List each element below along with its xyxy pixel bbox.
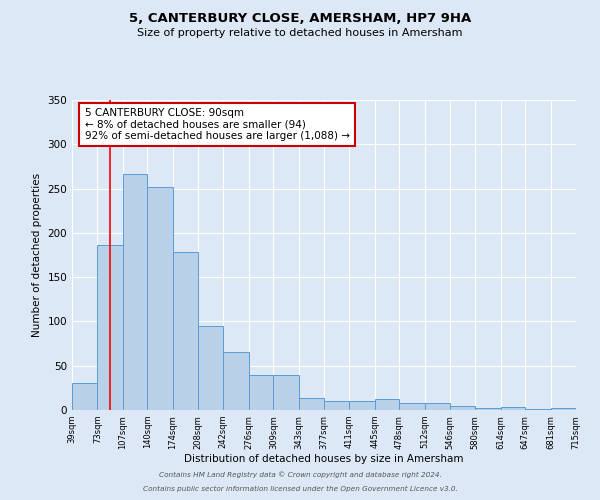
Bar [500, 408, 526, 410]
Bar [374, 400, 400, 410]
Text: Contains HM Land Registry data © Crown copyright and database right 2024.: Contains HM Land Registry data © Crown c… [158, 471, 442, 478]
Bar [450, 406, 475, 410]
Bar [198, 326, 223, 410]
Y-axis label: Number of detached properties: Number of detached properties [32, 173, 42, 337]
Bar [349, 401, 374, 410]
Bar [97, 246, 122, 410]
Bar [526, 409, 551, 410]
Bar [551, 408, 576, 410]
Bar [122, 174, 148, 410]
Bar [475, 408, 500, 410]
Bar [148, 187, 173, 410]
Text: 5 CANTERBURY CLOSE: 90sqm
← 8% of detached houses are smaller (94)
92% of semi-d: 5 CANTERBURY CLOSE: 90sqm ← 8% of detach… [85, 108, 350, 141]
Bar [173, 252, 198, 410]
X-axis label: Distribution of detached houses by size in Amersham: Distribution of detached houses by size … [184, 454, 464, 464]
Text: Size of property relative to detached houses in Amersham: Size of property relative to detached ho… [137, 28, 463, 38]
Bar [425, 403, 450, 410]
Bar [72, 384, 97, 410]
Bar [400, 403, 425, 410]
Text: Contains public sector information licensed under the Open Government Licence v3: Contains public sector information licen… [143, 486, 457, 492]
Bar [274, 376, 299, 410]
Bar [248, 374, 274, 410]
Bar [299, 398, 324, 410]
Bar [324, 401, 349, 410]
Bar [223, 352, 248, 410]
Text: 5, CANTERBURY CLOSE, AMERSHAM, HP7 9HA: 5, CANTERBURY CLOSE, AMERSHAM, HP7 9HA [129, 12, 471, 26]
